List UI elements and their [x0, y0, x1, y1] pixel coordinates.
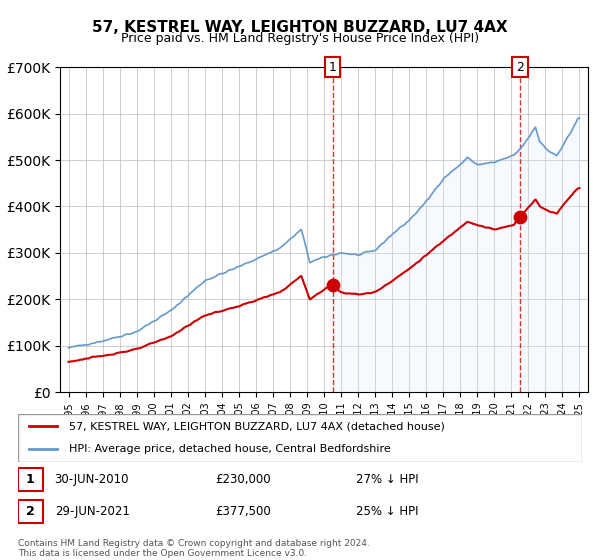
Text: 27% ↓ HPI: 27% ↓ HPI — [356, 473, 419, 486]
Text: 2: 2 — [516, 60, 524, 74]
Text: 2: 2 — [26, 505, 35, 518]
Text: Contains HM Land Registry data © Crown copyright and database right 2024.
This d: Contains HM Land Registry data © Crown c… — [18, 539, 370, 558]
Point — [328, 281, 337, 290]
Text: HPI: Average price, detached house, Central Bedfordshire: HPI: Average price, detached house, Cent… — [69, 444, 391, 454]
Text: £230,000: £230,000 — [215, 473, 271, 486]
Text: 1: 1 — [329, 60, 337, 74]
Text: Price paid vs. HM Land Registry's House Price Index (HPI): Price paid vs. HM Land Registry's House … — [121, 32, 479, 45]
Text: 25% ↓ HPI: 25% ↓ HPI — [356, 505, 419, 518]
Text: 57, KESTREL WAY, LEIGHTON BUZZARD, LU7 4AX: 57, KESTREL WAY, LEIGHTON BUZZARD, LU7 4… — [92, 20, 508, 35]
Text: 1: 1 — [26, 473, 35, 486]
FancyBboxPatch shape — [18, 500, 43, 523]
Point — [515, 212, 524, 221]
Text: £377,500: £377,500 — [215, 505, 271, 518]
FancyBboxPatch shape — [18, 468, 43, 491]
Text: 29-JUN-2021: 29-JUN-2021 — [55, 505, 130, 518]
FancyBboxPatch shape — [18, 414, 582, 462]
Text: 30-JUN-2010: 30-JUN-2010 — [55, 473, 129, 486]
Text: 57, KESTREL WAY, LEIGHTON BUZZARD, LU7 4AX (detached house): 57, KESTREL WAY, LEIGHTON BUZZARD, LU7 4… — [69, 421, 445, 431]
